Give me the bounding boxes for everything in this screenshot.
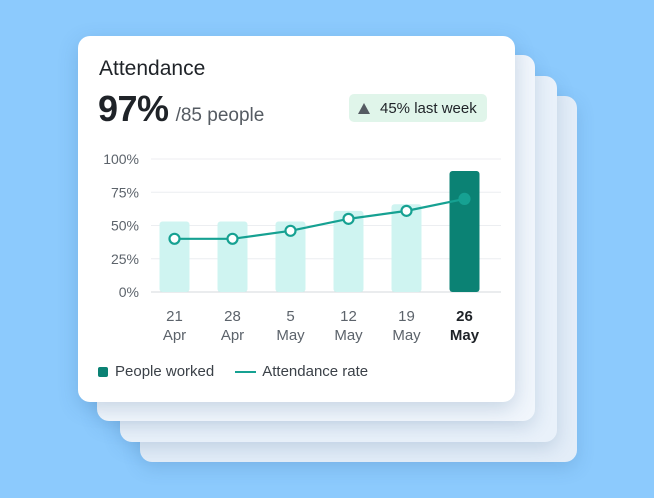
- y-tick-label: 75%: [111, 184, 139, 200]
- bar: [159, 221, 190, 292]
- bar: [391, 204, 422, 292]
- x-tick-label: May: [392, 327, 421, 344]
- trend-badge: 45% last week: [349, 94, 487, 122]
- headline: 97% /85 people: [98, 88, 264, 130]
- bar: [275, 221, 306, 292]
- bar: [333, 210, 364, 292]
- y-tick-label: 100%: [103, 151, 139, 167]
- x-tick-label: 19: [398, 308, 415, 325]
- y-tick-label: 50%: [111, 218, 139, 234]
- bar-highlight: [449, 170, 480, 292]
- legend-people-worked: People worked: [115, 363, 215, 380]
- y-tick-label: 0%: [119, 284, 139, 300]
- legend-bar-swatch: [98, 366, 108, 377]
- trend-text: 45% last week: [380, 99, 477, 117]
- chart-legend: People worked Attendance rate: [98, 363, 368, 380]
- attendance-rate-point: [168, 232, 181, 245]
- x-tick-label: Apr: [163, 327, 186, 344]
- x-tick-label: May: [276, 327, 305, 344]
- attendance-chart: 0% 25% 50% 75% 100% 21 Apr 28 Apr 5 May 12 May 19 May 2…: [103, 151, 501, 344]
- x-tick-label: 21: [166, 308, 183, 325]
- x-tick-label: May: [334, 327, 363, 344]
- triangle-up-icon: [358, 102, 370, 114]
- total-people: /85 people: [175, 105, 265, 126]
- bar: [217, 221, 248, 292]
- y-tick-label: 25%: [111, 251, 139, 267]
- attendance-value: 97%: [98, 88, 169, 129]
- x-tick-label: May: [450, 327, 480, 344]
- legend-line-swatch: [235, 370, 257, 373]
- attendance-rate-point: [284, 224, 297, 237]
- attendance-rate-point: [342, 212, 355, 225]
- attendance-rate-point: [458, 192, 471, 205]
- legend-attendance-rate: Attendance rate: [262, 363, 369, 380]
- attendance-rate-point: [400, 204, 413, 217]
- x-tick-label: 12: [340, 308, 357, 325]
- x-tick-label: Apr: [221, 327, 244, 344]
- card-title: Attendance: [99, 57, 206, 80]
- x-tick-label: 28: [224, 308, 241, 325]
- x-tick-label: 26: [456, 308, 473, 325]
- x-tick-label: 5: [286, 308, 294, 325]
- attendance-rate-line: [174, 197, 465, 240]
- attendance-rate-point: [226, 232, 239, 245]
- attendance-card: Attendance 97% /85 people 45% last week …: [78, 36, 515, 402]
